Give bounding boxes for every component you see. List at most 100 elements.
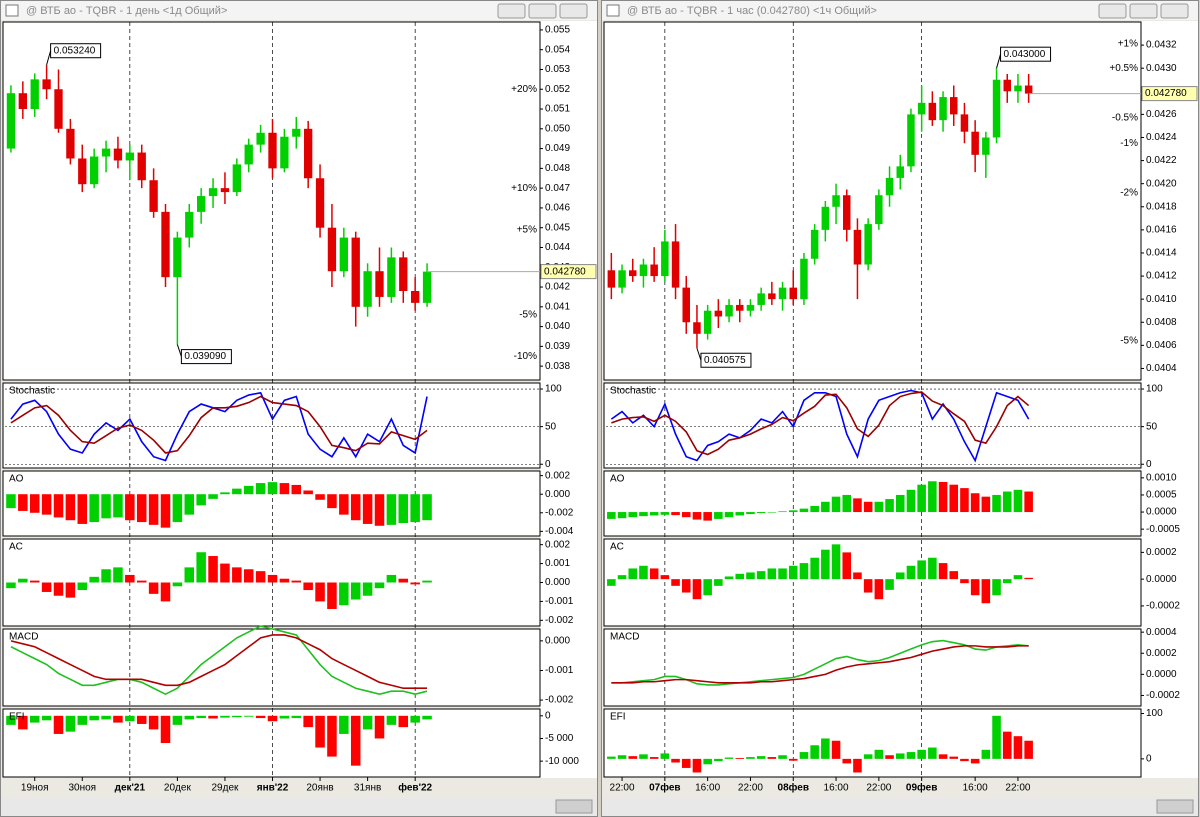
histogram-bar [113, 715, 123, 723]
candle-body [832, 195, 840, 207]
histogram-bar [1024, 577, 1033, 580]
candle-body [90, 156, 99, 185]
candle-body [746, 304, 755, 311]
histogram-bar [303, 490, 313, 495]
histogram-bar [778, 755, 787, 759]
candle-body [843, 195, 851, 230]
x-tick-label: 29дек [211, 783, 239, 794]
histogram-bar [607, 579, 616, 586]
maximize-button[interactable] [1129, 3, 1158, 19]
histogram-bar [917, 484, 926, 513]
candle-body [810, 229, 819, 259]
histogram-bar [799, 563, 809, 580]
maximize-button[interactable] [528, 3, 557, 19]
panel [603, 628, 1142, 707]
histogram-bar [410, 582, 420, 585]
candle-body [853, 229, 862, 265]
histogram-bar [970, 493, 980, 513]
close-button[interactable] [1160, 3, 1189, 19]
histogram-bar [756, 571, 766, 580]
indicator-name: MACD [9, 632, 38, 643]
histogram-bar [350, 582, 361, 600]
y-tick-label: 0.0002 [1146, 648, 1177, 659]
y-tick-label: 50 [545, 421, 557, 432]
histogram-bar [29, 580, 40, 583]
candle-body [185, 211, 194, 238]
histogram-bar [671, 512, 680, 516]
candle-body [789, 287, 797, 300]
candle-body [757, 293, 765, 305]
histogram-bar [842, 758, 852, 764]
minimize-button[interactable] [1098, 3, 1127, 19]
histogram-bar [386, 715, 397, 725]
histogram-bar [53, 715, 64, 734]
histogram-bar [255, 571, 266, 583]
candle-body [125, 152, 134, 161]
y-tick-label: -0.001 [545, 596, 574, 607]
histogram-bar [949, 756, 959, 759]
candle-body [607, 270, 616, 288]
candle-body [693, 322, 701, 334]
histogram-bar [649, 568, 659, 580]
histogram-bar [148, 715, 159, 730]
histogram-bar [938, 481, 948, 513]
histogram-bar [874, 579, 884, 600]
high-box [1000, 46, 1052, 62]
candle-body [661, 241, 669, 277]
histogram-bar [18, 494, 28, 511]
low-label: 0.039090 [184, 351, 226, 362]
y-tick-label: -0.001 [545, 665, 574, 676]
histogram-bar [756, 512, 766, 514]
histogram-bar [113, 567, 123, 583]
histogram-bar [29, 494, 40, 513]
histogram-bar [362, 494, 373, 524]
histogram-bar [949, 484, 959, 513]
y-tick-label: 0.0424 [1146, 132, 1177, 143]
candle-body [875, 195, 883, 225]
candle-body [960, 114, 969, 132]
scroll-thumb[interactable] [555, 799, 593, 814]
histogram-bar [291, 715, 302, 719]
window-icon [5, 4, 19, 17]
last-price-label: 0.042780 [544, 266, 586, 277]
histogram-bar [220, 715, 230, 718]
candle-body [161, 211, 170, 278]
candle-body [256, 132, 265, 145]
histogram-bar [136, 580, 147, 583]
histogram-bar [125, 494, 135, 521]
percent-level: -5% [519, 309, 537, 320]
histogram-bar [220, 492, 230, 495]
histogram-bar [148, 582, 159, 594]
candle-body [907, 114, 915, 167]
histogram-bar [184, 567, 195, 583]
histogram-bar [681, 579, 691, 593]
y-tick-label: 0.0416 [1146, 225, 1177, 236]
minimize-button[interactable] [497, 3, 526, 19]
y-tick-label: 0.040 [545, 321, 570, 332]
candle-body [78, 158, 87, 185]
y-tick-label: 0.045 [545, 222, 570, 233]
y-tick-label: 0 [545, 459, 551, 470]
candle-body [42, 79, 51, 90]
histogram-bar [767, 757, 777, 759]
high-leader [996, 54, 1002, 69]
histogram-bar [617, 575, 627, 580]
candle-body [18, 93, 27, 110]
histogram-bar [756, 756, 766, 759]
histogram-bar [18, 715, 28, 730]
scroll-thumb[interactable] [1156, 799, 1194, 814]
y-tick-label: 0.0404 [1146, 363, 1177, 374]
histogram-bar [315, 715, 325, 748]
histogram-bar [906, 489, 916, 513]
histogram-bar [65, 582, 76, 598]
y-tick-label: 0.0410 [1146, 294, 1177, 305]
candle-body [885, 177, 894, 196]
close-button[interactable] [559, 3, 588, 19]
indicator-name: EFI [610, 712, 626, 723]
histogram-bar [65, 494, 76, 521]
last-price-box [540, 264, 597, 280]
y-tick-label: -0.002 [545, 507, 574, 518]
histogram-bar [928, 747, 937, 759]
indicator-line [610, 389, 1030, 463]
y-tick-label: 0.0005 [1146, 490, 1177, 501]
